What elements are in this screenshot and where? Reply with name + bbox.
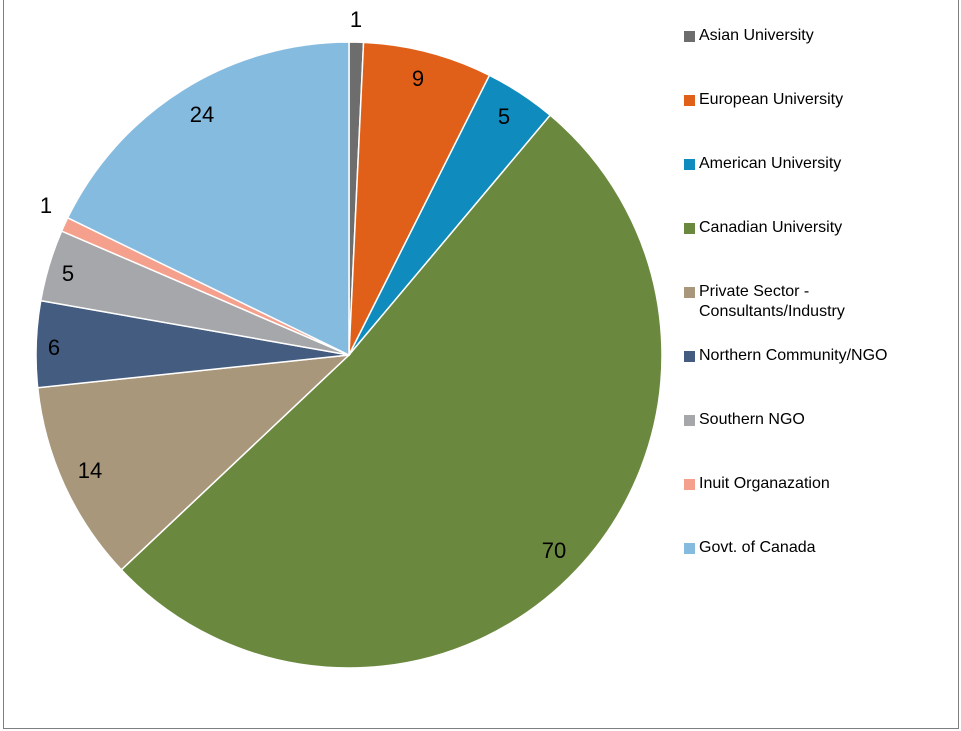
- data-label-private-sector: 14: [78, 458, 102, 483]
- legend-label: American University: [699, 155, 842, 172]
- legend-item-northern-community-ngo: Northern Community/NGO: [684, 346, 888, 366]
- legend-item-canadian-university: Canadian University: [684, 218, 842, 238]
- data-label-northern-community-ngo: 6: [48, 335, 60, 360]
- pie-slice-european-university: [348, 41, 491, 356]
- legend-swatch: [684, 351, 695, 362]
- legend-label: Northern Community/NGO: [699, 347, 888, 364]
- legend-swatch: [684, 543, 695, 554]
- legend-item-inuit-organazation: Inuit Organazation: [684, 474, 830, 494]
- pie-slice-private-sector: [36, 354, 352, 571]
- data-label-american-university: 5: [498, 104, 510, 129]
- legend-swatch: [684, 95, 695, 106]
- legend-item-asian-university: Asian University: [684, 26, 814, 46]
- data-label-canadian-university: 70: [542, 538, 566, 563]
- legend-item-govt-of-canada: Govt. of Canada: [684, 538, 816, 558]
- legend-swatch: [684, 287, 695, 298]
- legend-item-american-university: American University: [684, 154, 841, 174]
- legend-label: Canadian University: [699, 219, 843, 236]
- legend-label: Inuit Organazation: [699, 475, 830, 492]
- legend-swatch: [684, 223, 695, 234]
- data-label-govt-of-canada: 24: [190, 102, 214, 127]
- legend-item-european-university: European University: [684, 90, 843, 110]
- legend-swatch: [684, 479, 695, 490]
- data-label-european-university: 9: [412, 66, 424, 91]
- legend-label: Private Sector - Consultants/Industry: [699, 283, 845, 320]
- legend-swatch: [684, 415, 695, 426]
- legend-label: Southern NGO: [699, 411, 805, 428]
- legend-label: Asian University: [699, 27, 814, 44]
- pie-slice-govt-of-canada: [66, 41, 350, 357]
- legend-swatch: [684, 31, 695, 42]
- data-label-southern-ngo: 5: [62, 261, 74, 286]
- legend-item-private-sector: Private Sector - Consultants/Industry: [684, 282, 845, 322]
- data-label-asian-university: 1: [350, 7, 362, 32]
- legend-item-southern-ngo: Southern NGO: [684, 410, 805, 430]
- legend-label: Govt. of Canada: [699, 539, 816, 556]
- data-label-inuit-organazation: 1: [40, 193, 52, 218]
- legend-swatch: [684, 159, 695, 170]
- pie-slice-canadian-university: [120, 114, 663, 669]
- legend-label: European University: [699, 91, 844, 108]
